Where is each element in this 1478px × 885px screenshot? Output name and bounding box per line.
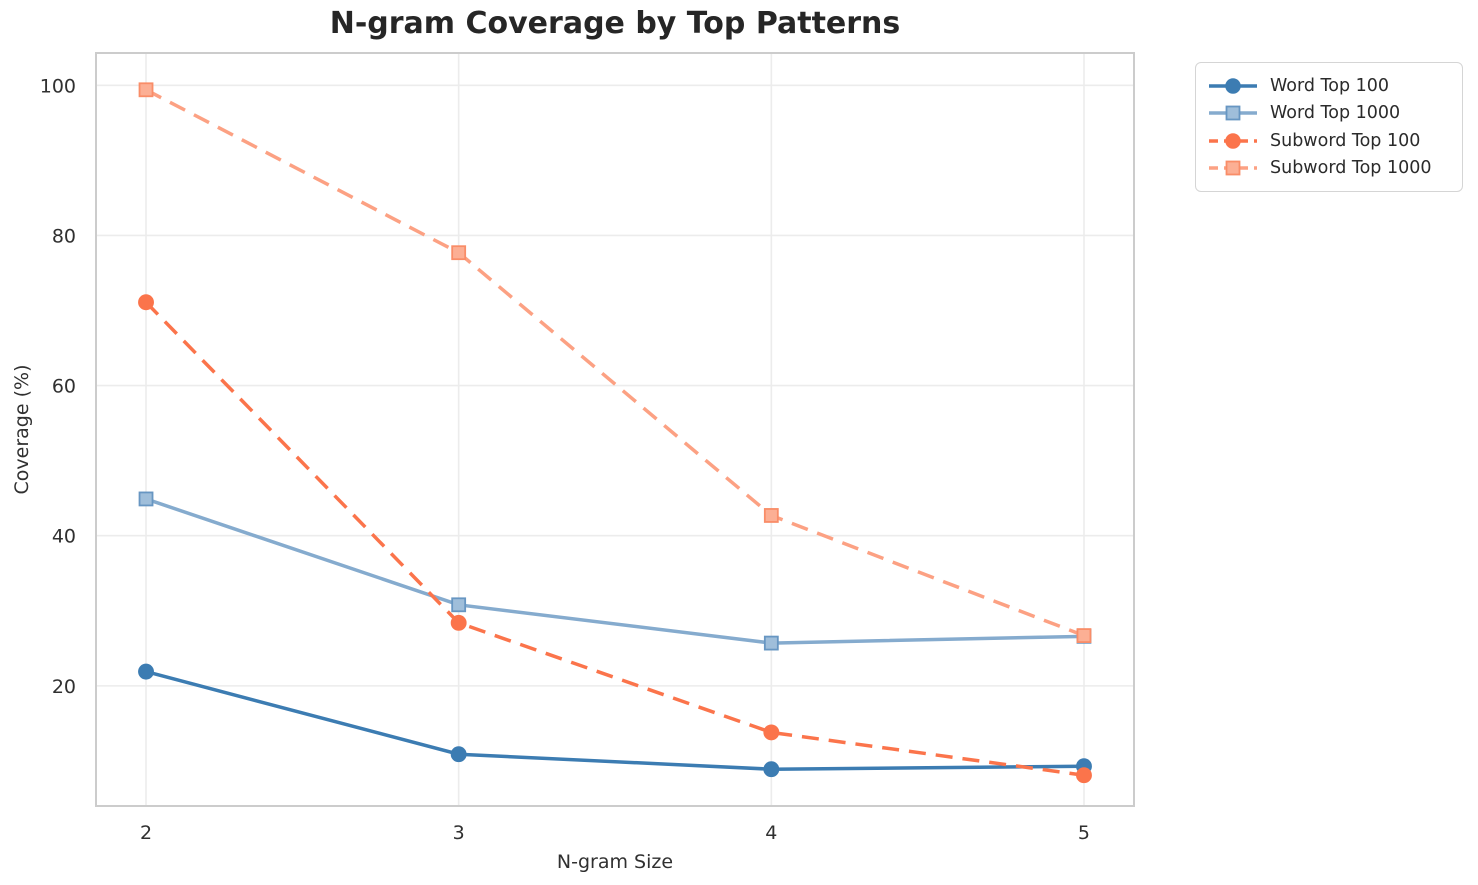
y-tick-label-20: 20 [52, 676, 76, 698]
legend-line-sample-word-top-1000 [1209, 105, 1257, 121]
data-point-word-top-100 [138, 663, 154, 680]
legend-line-sample-subword-top-100 [1209, 133, 1257, 149]
legend-marker-subword-top-100 [1225, 133, 1241, 149]
data-point-subword-top-100 [763, 724, 780, 741]
series-line-subword-top-100 [144, 301, 1085, 777]
data-point-subword-top-1000 [138, 82, 154, 98]
data-point-subword-top-1000 [763, 508, 779, 523]
plot-border [95, 52, 1135, 807]
data-point-word-top-1000 [763, 635, 779, 651]
y-tick-label-80: 80 [52, 225, 76, 247]
data-point-subword-top-100 [138, 294, 154, 311]
x-tick-label-4: 4 [765, 822, 777, 844]
data-point-word-top-1000 [138, 491, 154, 507]
legend-marker-word-top-100 [1225, 77, 1241, 94]
legend-line-sample-word-top-100 [1209, 77, 1257, 94]
legend-label-subword-top-1000: Subword Top 1000 [1270, 158, 1432, 179]
legend-label-subword-top-100: Subword Top 100 [1270, 130, 1421, 151]
x-tick-label-3: 3 [453, 822, 465, 844]
y-tick-label-100: 100 [40, 75, 76, 97]
legend-marker-subword-top-1000 [1225, 161, 1241, 176]
legend-item-word-top-1000: Word Top 1000 [1208, 100, 1450, 127]
series-line-word-top-1000 [145, 497, 1085, 645]
data-point-subword-top-100 [1076, 767, 1092, 784]
series-line-word-top-100 [145, 669, 1084, 771]
x-tick-label-5: 5 [1078, 822, 1090, 844]
series-line-subword-top-1000 [145, 88, 1085, 638]
legend-label-word-top-1000: Word Top 1000 [1270, 103, 1401, 124]
legend: Word Top 100 Word Top 1000 Subword Top 100… [1195, 62, 1463, 192]
legend-item-subword-top-1000: Subword Top 1000 [1208, 155, 1450, 182]
data-point-subword-top-100 [450, 614, 467, 631]
y-tick-label-60: 60 [52, 376, 76, 398]
y-tick-label-40: 40 [52, 526, 76, 548]
legend-item-word-top-100: Word Top 100 [1208, 72, 1450, 99]
x-tick-label-2: 2 [140, 822, 152, 844]
data-point-word-top-100 [763, 761, 780, 778]
x-axis-label: N-gram Size [557, 851, 673, 873]
legend-marker-word-top-1000 [1225, 105, 1241, 121]
legend-line-sample-subword-top-1000 [1209, 161, 1257, 176]
legend-item-subword-top-100: Subword Top 100 [1208, 127, 1450, 154]
legend-label-word-top-100: Word Top 100 [1270, 75, 1390, 96]
data-point-word-top-100 [450, 746, 467, 763]
y-axis-label: Coverage (%) [11, 365, 33, 495]
chart-title: N-gram Coverage by Top Patterns [329, 6, 901, 41]
data-point-subword-top-1000 [451, 245, 467, 261]
data-point-subword-top-1000 [1076, 628, 1092, 643]
data-point-word-top-1000 [451, 597, 467, 613]
